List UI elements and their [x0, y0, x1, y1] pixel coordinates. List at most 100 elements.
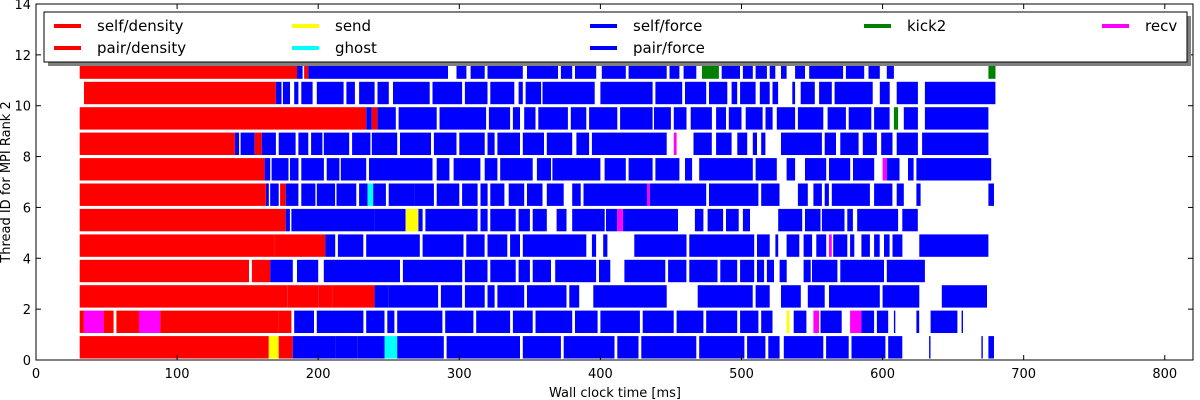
task-bar — [824, 132, 836, 155]
task-bar — [673, 132, 677, 155]
x-tick-label: 0 — [32, 367, 40, 382]
task-bar — [290, 158, 299, 181]
x-tick-label: 100 — [165, 367, 190, 382]
task-bar — [377, 81, 389, 105]
task-bar — [742, 208, 750, 232]
task-bar — [572, 183, 581, 206]
y-tick-label: 6 — [23, 201, 31, 216]
task-bar — [624, 259, 666, 283]
task-bar — [827, 107, 846, 130]
task-bar — [803, 259, 811, 283]
task-bar — [480, 208, 488, 232]
task-bar — [464, 81, 488, 105]
task-bar — [510, 234, 520, 257]
task-bar — [336, 183, 357, 206]
task-bar — [546, 132, 573, 155]
task-bar — [405, 208, 419, 232]
task-bar — [742, 56, 753, 79]
task-bar — [316, 183, 336, 206]
task-bar — [821, 208, 845, 232]
task-bar — [316, 81, 344, 105]
task-bar — [617, 336, 639, 359]
task-bar — [857, 208, 899, 232]
task-bar — [268, 336, 279, 359]
task-bar — [690, 107, 712, 130]
task-bar — [896, 183, 904, 206]
task-bar — [397, 310, 443, 333]
task-bar — [829, 285, 880, 308]
y-tick-label: 4 — [23, 252, 31, 267]
task-bar — [786, 234, 800, 257]
task-bar — [916, 158, 992, 181]
task-bar — [346, 81, 355, 105]
task-bar — [781, 132, 822, 155]
task-bar — [254, 132, 262, 155]
task-bar — [589, 107, 618, 130]
task-bar — [853, 158, 875, 181]
task-bar — [487, 234, 508, 257]
task-bar — [892, 234, 903, 257]
task-bar — [285, 208, 290, 232]
task-bar — [655, 158, 680, 181]
task-bar — [740, 259, 755, 283]
task-bar — [685, 81, 707, 105]
task-bar — [731, 81, 738, 105]
task-bar — [292, 336, 336, 359]
task-bar — [79, 208, 286, 232]
x-tick-label: 200 — [306, 367, 331, 382]
task-bar — [769, 56, 776, 79]
task-bar — [886, 259, 925, 283]
task-bar — [278, 132, 296, 155]
task-bar — [874, 234, 880, 257]
task-bar — [593, 285, 667, 308]
task-bar — [861, 310, 875, 333]
task-bar — [761, 310, 773, 333]
task-bar — [103, 310, 114, 333]
task-bar — [606, 208, 618, 232]
task-bar — [84, 81, 276, 105]
task-bar — [445, 310, 474, 333]
task-bar — [518, 259, 530, 283]
task-bar — [484, 158, 498, 181]
task-bar — [600, 81, 653, 105]
task-bar — [542, 81, 595, 105]
task-bar — [988, 183, 994, 206]
task-bar — [740, 310, 759, 333]
task-bar — [298, 132, 309, 155]
task-bar — [556, 208, 567, 232]
task-bar — [981, 336, 983, 359]
y-tick-label: 8 — [23, 151, 31, 166]
task-bar — [275, 81, 282, 105]
task-bar — [297, 259, 319, 283]
task-bar — [874, 107, 890, 130]
task-bar — [755, 56, 767, 79]
task-bar — [360, 285, 375, 308]
task-bar — [628, 158, 653, 181]
task-bar — [384, 336, 398, 359]
task-bar — [301, 158, 324, 181]
legend-label: recv — [1145, 17, 1177, 35]
task-bar — [876, 310, 889, 333]
task-bar — [397, 336, 444, 359]
task-bar — [274, 234, 326, 257]
x-axis-ticks: 0 100 200 300 400 500 600 700 800 — [32, 4, 1177, 382]
legend-box — [43, 11, 1188, 63]
task-bar — [757, 234, 770, 257]
task-bar — [840, 132, 859, 155]
task-bar — [369, 158, 433, 181]
task-bar — [882, 158, 887, 181]
task-bar — [352, 132, 371, 155]
task-bar — [261, 132, 276, 155]
task-bar — [929, 336, 931, 359]
task-bar — [490, 208, 516, 232]
y-tick-label: 0 — [23, 354, 31, 369]
task-bar — [699, 336, 745, 359]
task-bar — [850, 310, 862, 333]
task-bar — [786, 310, 790, 333]
task-bar — [642, 310, 674, 333]
task-bar — [572, 208, 605, 232]
task-bar — [278, 336, 293, 359]
task-bar — [902, 208, 918, 232]
task-bar — [709, 183, 759, 206]
task-bar — [862, 132, 877, 155]
